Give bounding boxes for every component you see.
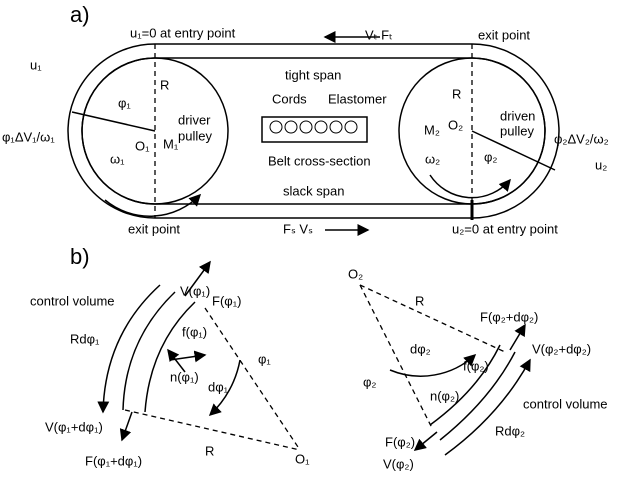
label: driven — [500, 108, 535, 123]
label: a) — [70, 2, 90, 27]
label: M₂ — [424, 122, 440, 137]
label: dφ₂ — [410, 341, 431, 356]
label: dφ₁ — [208, 379, 229, 394]
label: φ₁ΔV₁/ω₁ — [2, 129, 55, 144]
label: φ₂ΔV₂/ω₂ — [554, 131, 609, 146]
label: u₁ — [30, 57, 42, 72]
control-volume-diagrams: b) control volume V(φ₁) F(φ₁) Rdφ₁ f(φ₁)… — [30, 244, 608, 472]
label: exit point — [478, 27, 530, 42]
label: f(φ₁) — [182, 324, 207, 339]
label: F(φ₂) — [385, 434, 415, 449]
label: V(φ₂+dφ₂) — [532, 341, 591, 356]
label: driver — [178, 112, 211, 127]
label: b) — [70, 244, 90, 269]
label: slack span — [283, 183, 344, 198]
label: R — [205, 443, 214, 458]
label: O₁ — [295, 451, 310, 466]
label: R — [452, 86, 461, 101]
label: Rdφ₁ — [70, 331, 100, 346]
label: u₁=0 at entry point — [130, 25, 236, 40]
label: Belt cross-section — [268, 153, 371, 168]
label: u₂=0 at entry point — [452, 221, 558, 236]
label: R — [415, 293, 424, 308]
label: control volume — [523, 396, 608, 411]
label: V(φ₂) — [383, 456, 414, 471]
label: Cords — [272, 91, 307, 106]
label: φ₁ — [258, 351, 271, 366]
label: F(φ₁) — [212, 293, 241, 308]
label: φ₂ — [484, 149, 497, 164]
label: V(φ₁+dφ₁) — [45, 419, 103, 434]
label: O₁ — [135, 138, 150, 153]
label: tight span — [285, 67, 341, 82]
label: M₁ — [163, 136, 179, 151]
label: Fₛ Vₛ — [283, 221, 313, 236]
label: ω₁ — [110, 151, 125, 166]
label: f(φ₂) — [463, 358, 489, 373]
label: V(φ₁) — [180, 283, 210, 298]
label: φ₂ — [363, 374, 376, 389]
label: O₂ — [448, 117, 463, 132]
label: n(φ₂) — [430, 388, 459, 403]
label: F(φ₂+dφ₂) — [480, 309, 538, 324]
belt-drive: a) u₁=0 at entry point Vₜ Fₜ exit point … — [2, 2, 609, 237]
label: Elastomer — [328, 91, 387, 106]
label: R — [160, 77, 169, 92]
label: exit point — [128, 221, 180, 236]
label: Vₜ Fₜ — [365, 27, 393, 42]
label: Rdφ₂ — [495, 423, 525, 438]
label: ω₂ — [425, 151, 440, 166]
label: O₂ — [348, 266, 363, 281]
label: pulley — [178, 128, 212, 143]
label: n(φ₁) — [170, 369, 199, 384]
label: u₂ — [595, 157, 607, 172]
label: F(φ₁+dφ₁) — [85, 453, 142, 468]
label: pulley — [500, 123, 534, 138]
label: φ₁ — [118, 95, 131, 110]
label: control volume — [30, 293, 115, 308]
